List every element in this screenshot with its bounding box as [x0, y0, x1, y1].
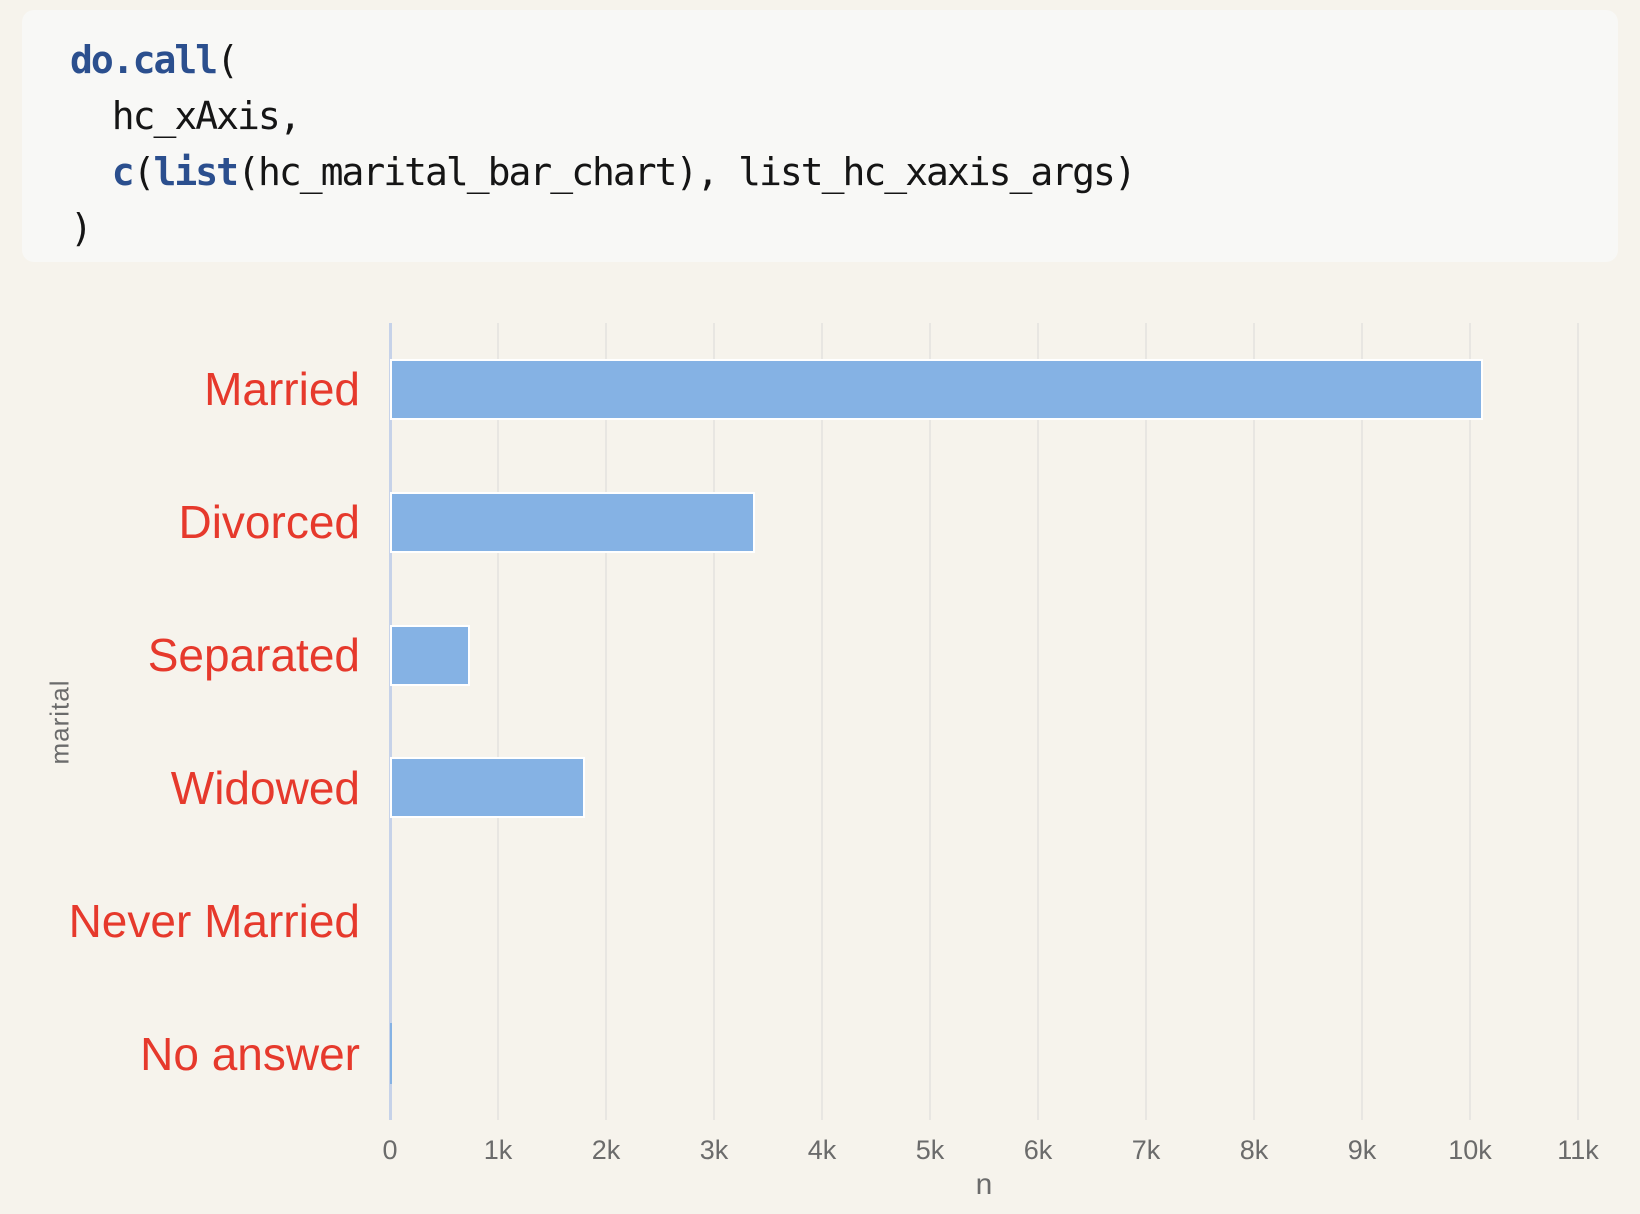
x-tick-label: 10k — [1448, 1135, 1492, 1165]
gridline — [1037, 323, 1039, 1120]
x-axis-title: n — [975, 1168, 993, 1201]
code-keyword: list — [153, 150, 240, 194]
code-keyword: do.call — [70, 38, 218, 82]
gridline — [1577, 323, 1579, 1120]
x-tick-label: 4k — [807, 1135, 837, 1165]
x-tick-label: 8k — [1239, 1135, 1269, 1165]
code-line: hc_xAxis, — [70, 88, 1618, 144]
x-tick-label: 11k — [1557, 1135, 1599, 1165]
gridline — [929, 323, 931, 1120]
code-text: ( — [132, 150, 156, 194]
code-text: ( — [216, 38, 239, 82]
code-text — [70, 150, 112, 194]
code-line: c(list(hc_marital_bar_chart), list_hc_xa… — [70, 144, 1618, 200]
gridline — [497, 323, 499, 1120]
category-label: Widowed — [170, 761, 360, 814]
gridline — [1145, 323, 1147, 1120]
category-label: No answer — [140, 1027, 360, 1080]
gridline — [1361, 323, 1363, 1120]
bar[interactable] — [390, 1023, 392, 1085]
code-block: do.call( hc_xAxis, c(list(hc_marital_bar… — [22, 10, 1618, 262]
x-tick-label: 1k — [483, 1135, 513, 1165]
bar-chart: marital n 0 1k 2k 3k 4k 5k 6k 7k 8k 9k 10k 11k Marri… — [0, 280, 1640, 1214]
x-tick-label: 7k — [1131, 1135, 1161, 1165]
x-tick-label: 3k — [699, 1135, 729, 1165]
y-axis-title: marital — [44, 678, 75, 765]
category-label: Separated — [147, 629, 360, 682]
category-label: Never Married — [68, 894, 360, 947]
code-line: ) — [70, 200, 1618, 256]
code-line: do.call( — [70, 32, 1618, 88]
x-axis-zero-line — [388, 323, 392, 1120]
bar[interactable] — [390, 757, 586, 819]
gridline — [605, 323, 607, 1120]
x-tick-label: 6k — [1023, 1135, 1053, 1165]
code-keyword: c — [111, 150, 135, 194]
gridline — [1253, 323, 1255, 1120]
category-label: Married — [204, 363, 360, 416]
bar[interactable] — [390, 624, 471, 686]
x-tick-label: 5k — [915, 1135, 945, 1165]
x-tick-label: 0 — [382, 1135, 398, 1165]
bar[interactable] — [390, 358, 1483, 420]
gridline — [713, 323, 715, 1120]
code-text: ) — [70, 206, 93, 250]
gridline — [1469, 323, 1471, 1120]
x-tick-label: 2k — [591, 1135, 621, 1165]
code-text: hc_xAxis, — [70, 94, 302, 138]
x-tick-label: 9k — [1347, 1135, 1377, 1165]
category-label: Divorced — [178, 496, 360, 549]
gridline — [821, 323, 823, 1120]
code-text: (hc_marital_bar_chart), list_hc_xaxis_ar… — [237, 150, 1137, 194]
bar[interactable] — [390, 491, 756, 553]
